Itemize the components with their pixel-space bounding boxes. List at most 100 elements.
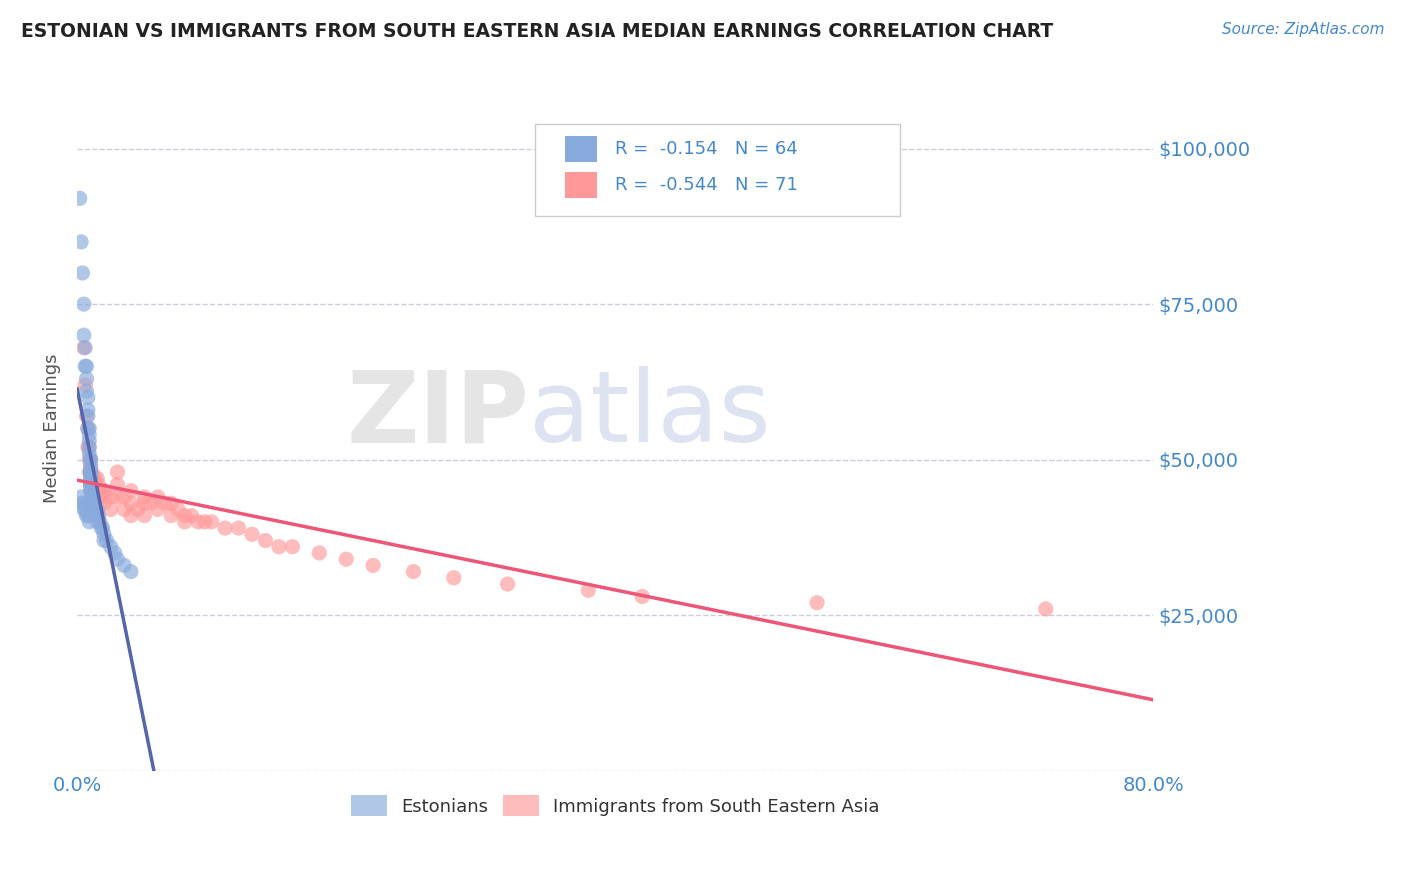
Point — [79, 471, 101, 485]
Point — [112, 490, 135, 504]
Point — [76, 421, 98, 435]
Point — [77, 434, 100, 448]
Point — [76, 359, 98, 374]
Point — [180, 508, 202, 523]
Point — [80, 490, 103, 504]
Point — [73, 502, 96, 516]
Point — [631, 590, 654, 604]
Point — [146, 490, 169, 504]
Point — [76, 409, 98, 423]
Point — [86, 490, 108, 504]
Point — [90, 490, 112, 504]
Point — [107, 465, 129, 479]
Point — [139, 496, 162, 510]
Point — [79, 483, 101, 498]
Point — [73, 328, 96, 343]
Point — [146, 502, 169, 516]
Point — [187, 515, 209, 529]
Point — [79, 452, 101, 467]
Point — [70, 235, 93, 249]
Point — [86, 508, 108, 523]
Point — [402, 565, 425, 579]
Point — [79, 465, 101, 479]
Text: R =  -0.154   N = 64: R = -0.154 N = 64 — [616, 140, 799, 158]
Point — [76, 384, 98, 399]
Point — [107, 477, 129, 491]
Point — [76, 402, 98, 417]
Point — [194, 515, 217, 529]
Point — [79, 477, 101, 491]
Point — [361, 558, 384, 573]
Point — [76, 409, 98, 423]
Point — [77, 446, 100, 460]
Point — [80, 465, 103, 479]
Point — [73, 341, 96, 355]
Point — [153, 496, 176, 510]
FancyBboxPatch shape — [534, 124, 900, 217]
Point — [104, 546, 127, 560]
Point — [79, 471, 101, 485]
Point — [79, 477, 101, 491]
Point — [90, 521, 112, 535]
Point — [93, 533, 115, 548]
Point — [82, 496, 104, 510]
Point — [240, 527, 263, 541]
Point — [82, 490, 104, 504]
Point — [228, 521, 250, 535]
Point — [76, 508, 98, 523]
Point — [496, 577, 519, 591]
Point — [79, 483, 101, 498]
Point — [167, 502, 190, 516]
Point — [214, 521, 236, 535]
Text: Source: ZipAtlas.com: Source: ZipAtlas.com — [1222, 22, 1385, 37]
Point — [120, 508, 142, 523]
Point — [576, 583, 599, 598]
Point — [70, 490, 93, 504]
Point — [86, 515, 108, 529]
Point — [254, 533, 277, 548]
Point — [267, 540, 290, 554]
Point — [120, 483, 142, 498]
FancyBboxPatch shape — [565, 136, 598, 161]
FancyBboxPatch shape — [565, 172, 598, 198]
Point — [82, 477, 104, 491]
Point — [77, 440, 100, 454]
Point — [86, 483, 108, 498]
Point — [127, 502, 149, 516]
Point — [89, 515, 111, 529]
Point — [87, 508, 110, 523]
Point — [100, 540, 122, 554]
Point — [107, 490, 129, 504]
Point — [120, 565, 142, 579]
Point — [160, 508, 183, 523]
Point — [76, 421, 98, 435]
Text: ZIP: ZIP — [346, 367, 529, 463]
Point — [72, 266, 94, 280]
Point — [77, 440, 100, 454]
Point — [335, 552, 357, 566]
Point — [87, 477, 110, 491]
Point — [134, 508, 156, 523]
Point — [86, 471, 108, 485]
Point — [79, 452, 101, 467]
Point — [1035, 602, 1057, 616]
Point — [91, 483, 114, 498]
Point — [107, 552, 129, 566]
Point — [79, 477, 101, 491]
Point — [77, 515, 100, 529]
Point — [77, 465, 100, 479]
Point — [76, 372, 98, 386]
Point — [75, 341, 97, 355]
Point — [120, 496, 142, 510]
Point — [73, 297, 96, 311]
Point — [308, 546, 330, 560]
Point — [76, 440, 98, 454]
Point — [173, 515, 195, 529]
Text: atlas: atlas — [529, 367, 770, 463]
Point — [83, 502, 105, 516]
Point — [79, 465, 101, 479]
Point — [86, 502, 108, 516]
Point — [82, 471, 104, 485]
Point — [112, 502, 135, 516]
Point — [79, 458, 101, 473]
